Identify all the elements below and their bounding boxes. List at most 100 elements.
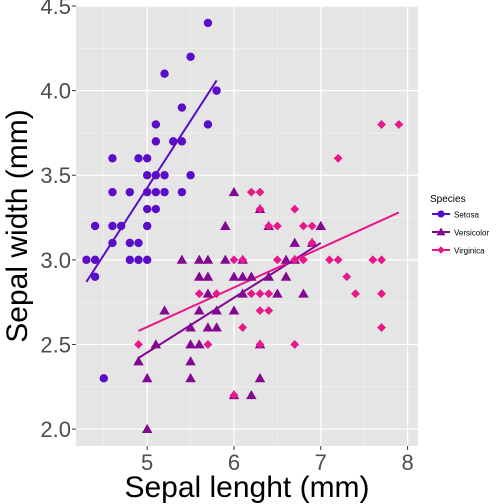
point-versicolor: [211, 322, 222, 332]
point-setosa: [142, 255, 152, 265]
point-setosa: [151, 137, 161, 146]
point-virginica: [299, 255, 308, 265]
point-virginica: [377, 323, 386, 332]
point-versicolor: [194, 254, 205, 264]
point-setosa: [90, 272, 100, 281]
point-virginica: [134, 340, 143, 349]
point-versicolor: [228, 305, 240, 315]
point-setosa: [142, 187, 152, 197]
point-versicolor: [280, 254, 292, 264]
point-versicolor: [176, 254, 188, 264]
point-versicolor: [254, 373, 266, 383]
x-tick-label: 8: [401, 450, 413, 475]
point-setosa: [151, 120, 161, 129]
point-setosa: [134, 238, 143, 248]
point-virginica: [325, 255, 334, 265]
point-virginica: [238, 323, 248, 332]
point-versicolor: [150, 339, 162, 349]
point-versicolor: [272, 288, 283, 298]
point-virginica: [272, 255, 282, 265]
point-virginica: [255, 306, 265, 316]
point-setosa: [90, 255, 100, 265]
x-axis-ticks: 5 6 7 8: [141, 446, 414, 475]
point-virginica: [238, 255, 248, 265]
point-virginica: [272, 221, 282, 231]
point-setosa: [142, 171, 152, 180]
point-setosa: [108, 238, 117, 248]
point-versicolor: [202, 322, 214, 332]
point-versicolor: [202, 288, 214, 298]
point-setosa: [177, 103, 187, 112]
y-tick-label: 4.0: [40, 79, 71, 104]
point-virginica: [333, 153, 343, 163]
point-versicolor: [185, 373, 196, 383]
point-setosa: [212, 86, 221, 95]
point-versicolor: [237, 288, 248, 298]
point-setosa: [90, 221, 100, 231]
point-versicolor: [159, 305, 170, 315]
point-virginica: [342, 272, 352, 282]
x-axis-title: Sepal lenght (mm): [124, 471, 369, 504]
fit-line-setosa: [85, 79, 218, 283]
point-setosa: [160, 187, 169, 197]
legend-key-setosa: [437, 210, 445, 218]
panel-background: [76, 6, 418, 446]
point-versicolor: [228, 271, 240, 281]
point-setosa: [125, 187, 135, 197]
point-setosa: [108, 221, 117, 231]
point-versicolor: [220, 254, 231, 264]
point-versicolor: [185, 339, 196, 349]
point-virginica: [203, 340, 213, 349]
point-versicolor: [220, 220, 231, 230]
point-virginica: [264, 289, 274, 299]
point-setosa: [160, 69, 169, 78]
point-virginica: [333, 255, 343, 265]
point-setosa: [108, 154, 117, 163]
point-versicolor: [194, 305, 205, 315]
point-versicolor: [246, 389, 257, 400]
point-versicolor: [202, 254, 214, 264]
point-setosa: [142, 154, 152, 163]
point-versicolor: [185, 356, 196, 366]
point-virginica: [229, 390, 239, 400]
y-tick-label: 3.0: [40, 248, 71, 273]
point-setosa: [134, 154, 143, 163]
point-versicolor: [263, 271, 274, 281]
point-setosa: [151, 204, 161, 214]
x-tick-label: 6: [228, 450, 240, 475]
legend: Species Setosa Versicolor Virginica: [430, 194, 489, 256]
point-virginica: [377, 289, 386, 299]
point-virginica: [290, 340, 300, 349]
point-versicolor: [298, 288, 309, 298]
point-setosa: [151, 171, 161, 180]
point-virginica: [264, 221, 274, 231]
point-setosa: [160, 171, 169, 180]
y-tick-label: 2.5: [40, 332, 71, 357]
legend-label-virginica: Virginica: [454, 247, 485, 256]
point-virginica: [299, 221, 308, 231]
legend-key-versicolor: [436, 227, 446, 236]
point-setosa: [186, 171, 195, 180]
legend-key-virginica: [437, 246, 445, 254]
point-versicolor: [211, 305, 222, 315]
point-versicolor: [141, 423, 153, 434]
point-setosa: [142, 221, 152, 231]
point-virginica: [307, 238, 317, 248]
point-versicolor: [133, 356, 144, 366]
point-virginica: [290, 255, 300, 265]
point-virginica: [255, 204, 265, 214]
x-tick-label: 7: [315, 450, 327, 475]
point-virginica: [246, 187, 256, 197]
point-versicolor: [141, 373, 153, 383]
point-virginica: [255, 289, 265, 299]
point-setosa: [142, 204, 152, 214]
point-setosa: [99, 374, 108, 383]
point-virginica: [255, 187, 265, 197]
y-tick-label: 2.0: [40, 417, 71, 442]
legend-title: Species: [430, 194, 466, 205]
y-axis-ticks: 2.0 2.5 3.0 3.5 4.0 4.5: [40, 0, 76, 442]
point-versicolor: [237, 271, 248, 281]
point-virginica: [290, 204, 300, 214]
y-tick-label: 4.5: [40, 0, 71, 19]
point-virginica: [194, 289, 204, 299]
